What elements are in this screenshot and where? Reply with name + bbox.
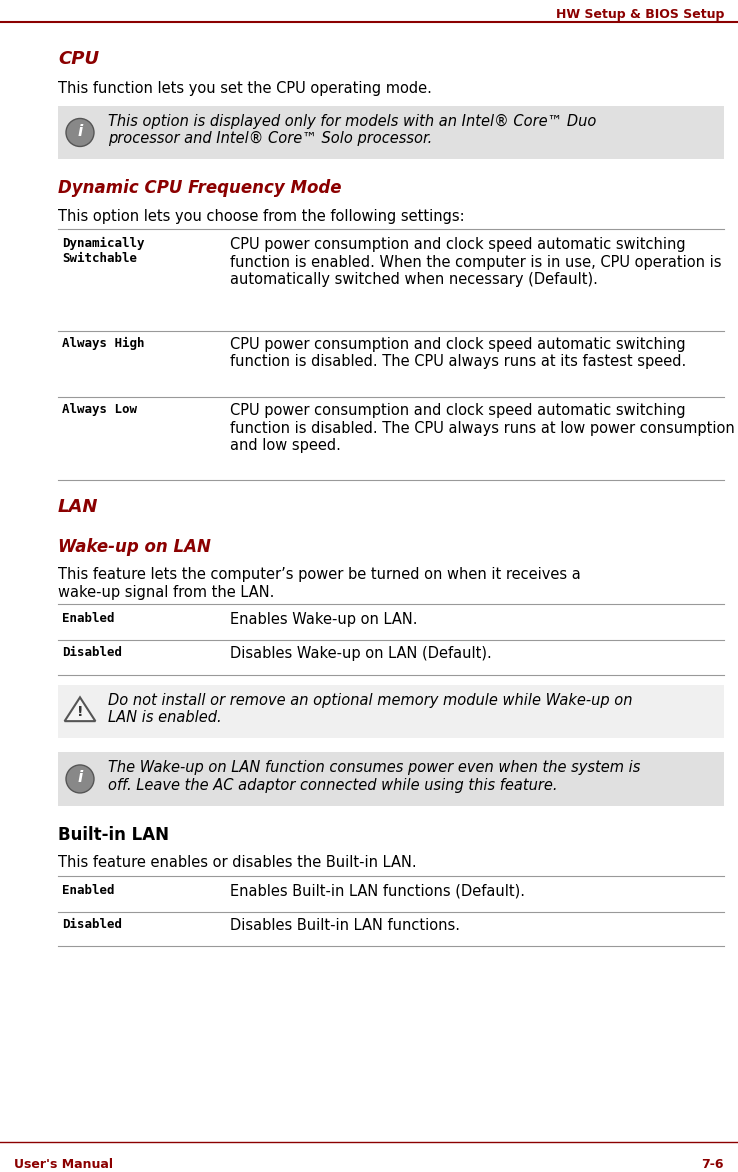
Text: This option is displayed only for models with an Intel® Core™ Duo
processor and : This option is displayed only for models… [108,114,596,146]
Text: Dynamic CPU Frequency Mode: Dynamic CPU Frequency Mode [58,179,342,197]
Circle shape [66,765,94,793]
Text: CPU: CPU [58,50,99,68]
Text: i: i [77,124,83,139]
Text: Always High: Always High [62,336,145,349]
Text: Enabled: Enabled [62,612,114,625]
FancyBboxPatch shape [58,105,724,159]
Text: This function lets you set the CPU operating mode.: This function lets you set the CPU opera… [58,81,432,96]
Text: This feature lets the computer’s power be turned on when it receives a
wake-up s: This feature lets the computer’s power b… [58,567,581,600]
Text: User's Manual: User's Manual [14,1158,113,1171]
Text: CPU power consumption and clock speed automatic switching function is disabled. : CPU power consumption and clock speed au… [230,336,686,369]
Text: Disabled: Disabled [62,646,122,660]
Text: Disables Wake-up on LAN (Default).: Disables Wake-up on LAN (Default). [230,646,492,661]
Text: Wake-up on LAN: Wake-up on LAN [58,538,211,556]
FancyBboxPatch shape [58,752,724,806]
Text: Always Low: Always Low [62,403,137,416]
Text: !: ! [77,706,83,720]
Text: Enables Wake-up on LAN.: Enables Wake-up on LAN. [230,612,418,627]
Text: This option lets you choose from the following settings:: This option lets you choose from the fol… [58,209,465,224]
Text: The Wake-up on LAN function consumes power even when the system is
off. Leave th: The Wake-up on LAN function consumes pow… [108,761,641,792]
Circle shape [66,118,94,146]
Text: i: i [77,770,83,785]
Text: Do not install or remove an optional memory module while Wake-up on
LAN is enabl: Do not install or remove an optional mem… [108,693,632,725]
Polygon shape [65,697,95,721]
Text: Built-in LAN: Built-in LAN [58,826,169,844]
Text: Disabled: Disabled [62,918,122,931]
Text: CPU power consumption and clock speed automatic switching function is enabled. W: CPU power consumption and clock speed au… [230,237,722,287]
Text: This feature enables or disables the Built-in LAN.: This feature enables or disables the Bui… [58,856,417,871]
Text: HW Setup & BIOS Setup: HW Setup & BIOS Setup [556,8,724,21]
Text: Enabled: Enabled [62,884,114,897]
Text: CPU power consumption and clock speed automatic switching function is disabled. : CPU power consumption and clock speed au… [230,403,735,454]
Text: LAN: LAN [58,498,98,517]
Text: Disables Built-in LAN functions.: Disables Built-in LAN functions. [230,918,460,933]
Text: Dynamically
Switchable: Dynamically Switchable [62,237,145,265]
Text: 7-6: 7-6 [702,1158,724,1171]
Text: Enables Built-in LAN functions (Default).: Enables Built-in LAN functions (Default)… [230,884,525,899]
FancyBboxPatch shape [58,684,724,738]
